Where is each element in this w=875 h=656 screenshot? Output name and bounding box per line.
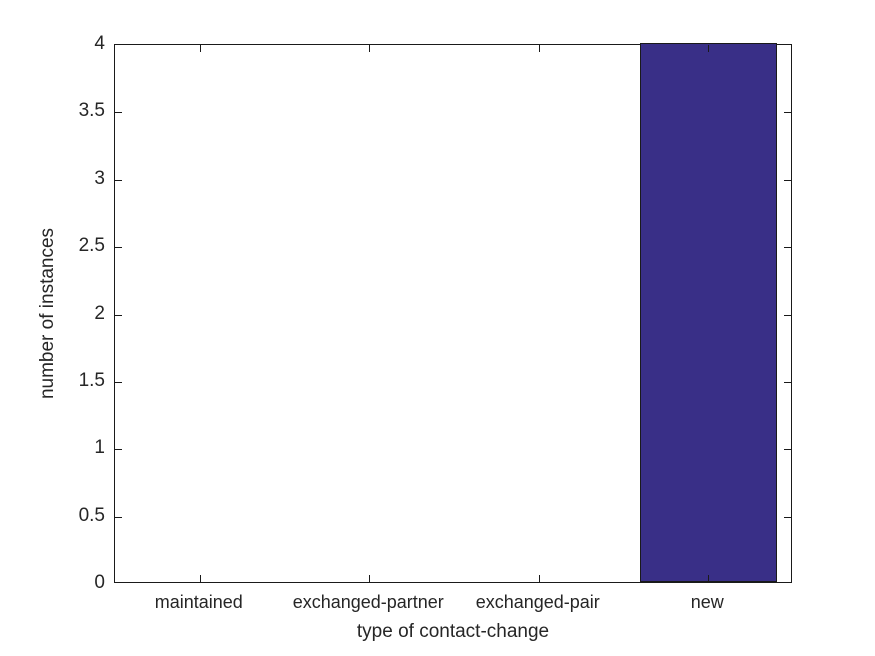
x-axis-title: type of contact-change [356,621,550,642]
plot-area [114,43,792,583]
y-tick-mark [784,112,791,114]
y-tick-label: 3.5 [78,100,105,122]
x-tick-mark [538,45,540,52]
y-tick-label: 1.5 [78,369,105,391]
y-tick-label: 2 [94,302,105,324]
y-tick-mark [784,516,791,518]
y-tick-label: 3 [94,167,105,189]
y-axis-tick-labels: 0 0.5 1 1.5 2 2.5 3 3.5 4 [0,34,105,592]
y-tick-label: 4 [94,33,105,54]
y-tick-mark [115,179,122,181]
y-tick-mark [784,247,791,249]
y-tick-label: 1 [94,437,105,459]
x-tick-label-exchanged-pair: exchanged-pair [475,592,600,612]
x-tick-mark [708,45,710,52]
x-tick-mark [199,575,201,582]
x-tick-label-maintained: maintained [154,592,243,612]
y-tick-label: 2.5 [78,235,105,257]
y-tick-mark [784,179,791,181]
x-tick-label-exchanged-partner: exchanged-partner [292,592,444,612]
x-tick-mark [708,575,710,582]
x-tick-mark [369,575,371,582]
y-tick-mark [115,314,122,316]
y-tick-mark [784,381,791,383]
x-tick-mark [538,575,540,582]
x-tick-label-new: new [690,592,724,612]
y-tick-mark [115,516,122,518]
y-tick-label: 0 [94,572,105,593]
y-tick-mark [115,112,122,114]
y-tick-mark [115,247,122,249]
x-tick-mark [369,45,371,52]
y-tick-mark [115,449,122,451]
x-tick-mark [199,45,201,52]
y-axis-title: number of instances [37,227,58,400]
x-axis-tick-labels: maintained exchanged-partner exchanged-pai… [0,592,875,618]
y-tick-mark [784,449,791,451]
y-tick-label: 0.5 [78,504,105,526]
y-tick-mark [115,381,122,383]
bar-new [639,43,777,582]
bars-layer [115,43,791,582]
y-tick-mark [784,314,791,316]
